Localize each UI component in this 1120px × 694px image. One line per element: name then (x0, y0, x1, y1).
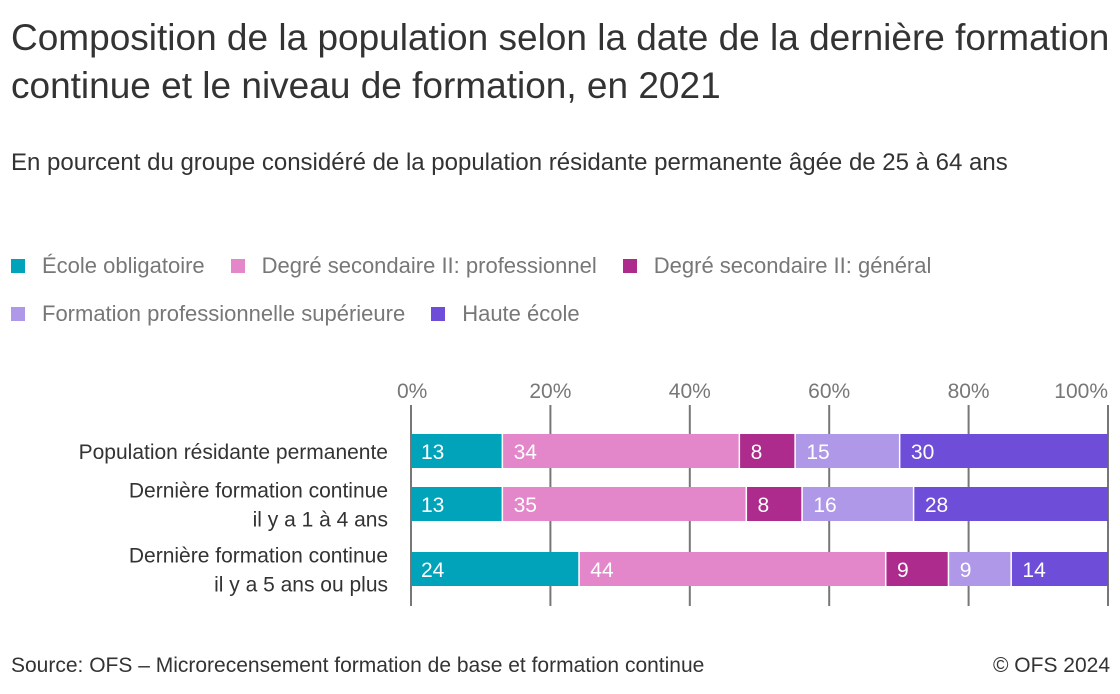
legend-label: Haute école (462, 301, 580, 326)
legend-swatch (230, 259, 245, 273)
legend-label: Degré secondaire II: professionnel (261, 253, 597, 278)
legend-label: Formation professionnelle supérieure (42, 301, 406, 326)
bar-segment (503, 434, 739, 468)
bar-segment (914, 487, 1108, 521)
legend-item: Degré secondaire II: professionnel (230, 250, 597, 282)
bar-segment (579, 552, 885, 586)
chart-title: Composition de la population selon la da… (11, 17, 1110, 106)
data-label: 8 (751, 441, 763, 464)
data-label: 13 (421, 494, 444, 517)
bar-segment (1011, 552, 1108, 586)
bar-segment (747, 487, 802, 521)
x-tick-label: 20% (529, 380, 571, 403)
legend-item: École obligatoire (11, 250, 205, 282)
category-label: il y a 1 à 4 ans (253, 509, 388, 532)
data-label: 30 (911, 441, 934, 464)
bar-segment (411, 552, 579, 586)
bar-segment (802, 487, 913, 521)
data-label: 15 (806, 441, 829, 464)
legend: École obligatoire Degré secondaire II: pr… (11, 250, 1111, 346)
x-tick-label: 0% (397, 380, 427, 403)
data-label: 13 (421, 441, 444, 464)
x-tick-label: 80% (948, 380, 990, 403)
legend-label: École obligatoire (42, 253, 205, 278)
data-label: 28 (925, 494, 948, 517)
data-label: 8 (758, 494, 770, 517)
chart-subtitle: En pourcent du groupe considéré de la po… (11, 149, 1008, 176)
legend-item: Degré secondaire II: général (622, 250, 932, 282)
bar-segment (411, 487, 502, 521)
data-label: 44 (590, 559, 614, 582)
data-label: 9 (897, 559, 909, 582)
category-label: Dernière formation continue (129, 545, 388, 568)
category-label: Dernière formation continue (129, 480, 388, 503)
category-label: il y a 5 ans ou plus (214, 574, 388, 597)
bar-segment (900, 434, 1108, 468)
bar-segment (503, 487, 746, 521)
bar-segment (795, 434, 899, 468)
category-label: Population résidante permanente (79, 441, 388, 464)
data-label: 24 (421, 559, 445, 582)
data-label: 34 (514, 441, 538, 464)
data-label: 9 (960, 559, 972, 582)
legend-swatch (622, 259, 637, 273)
bar-segment (411, 434, 502, 468)
bar-segment (886, 552, 948, 586)
legend-label: Degré secondaire II: général (653, 253, 932, 278)
legend-swatch (11, 307, 25, 321)
x-tick-label: 100% (1054, 380, 1108, 403)
legend-swatch (11, 259, 25, 273)
x-tick-label: 60% (808, 380, 850, 403)
legend-item: Haute école (431, 298, 580, 330)
copyright: © OFS 2024 (992, 654, 1110, 677)
x-tick-label: 40% (669, 380, 711, 403)
legend-swatch (431, 307, 446, 321)
data-label: 14 (1022, 559, 1046, 582)
legend-item: Formation professionnelle supérieure (11, 298, 405, 330)
source-note: Source: OFS – Microrecensement formation… (11, 654, 705, 677)
bar-segment (949, 552, 1011, 586)
data-label: 35 (514, 494, 537, 517)
bar-segment (740, 434, 795, 468)
data-label: 16 (813, 494, 836, 517)
